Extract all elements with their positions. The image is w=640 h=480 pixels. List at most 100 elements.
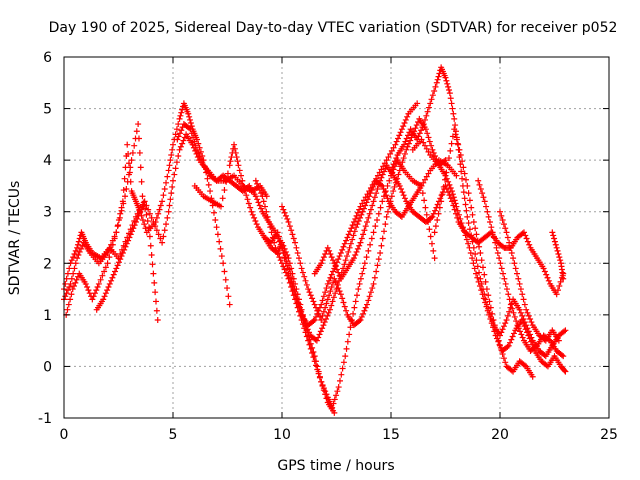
- data-point: [512, 265, 519, 272]
- data-point: [443, 77, 450, 84]
- data-point: [490, 317, 497, 324]
- data-point: [544, 274, 551, 281]
- data-point: [168, 151, 175, 158]
- data-point: [163, 179, 170, 186]
- data-point: [285, 262, 292, 269]
- data-point: [401, 195, 408, 202]
- data-point: [74, 255, 81, 262]
- y-tick-label: 5: [43, 102, 52, 118]
- data-point: [447, 95, 454, 102]
- data-point: [330, 268, 337, 275]
- data-point: [122, 243, 129, 250]
- data-point: [476, 282, 483, 289]
- data-point: [550, 232, 557, 239]
- data-point: [442, 74, 449, 81]
- data-point: [407, 137, 414, 144]
- data-point: [166, 162, 173, 169]
- data-point: [195, 149, 202, 156]
- data-point: [311, 358, 318, 365]
- data-point: [172, 165, 179, 172]
- data-point: [358, 211, 365, 218]
- data-point: [115, 259, 122, 266]
- data-point: [500, 221, 507, 228]
- data-point: [554, 247, 561, 254]
- data-point: [187, 120, 194, 127]
- data-point: [482, 278, 489, 285]
- data-point: [390, 161, 397, 168]
- data-point: [476, 269, 483, 276]
- data-point: [258, 190, 265, 197]
- data-point: [109, 241, 116, 248]
- data-point: [324, 280, 331, 287]
- data-point: [333, 266, 340, 273]
- data-point: [354, 221, 361, 228]
- data-point: [232, 149, 239, 156]
- data-point: [477, 275, 484, 282]
- data-point: [226, 162, 233, 169]
- data-point: [350, 219, 357, 226]
- data-point: [354, 209, 361, 216]
- data-point: [191, 138, 198, 145]
- data-point: [377, 249, 384, 256]
- data-point: [316, 331, 323, 338]
- data-point: [527, 338, 534, 345]
- data-point: [139, 203, 146, 210]
- data-point: [435, 210, 442, 217]
- data-point: [286, 223, 293, 230]
- x-tick-label: 0: [60, 427, 69, 443]
- data-point: [323, 300, 330, 307]
- data-point: [556, 254, 563, 261]
- data-point: [129, 149, 136, 156]
- data-point: [515, 275, 522, 282]
- data-point: [286, 279, 293, 286]
- data-point: [316, 313, 323, 320]
- data-point: [122, 193, 129, 200]
- data-point: [378, 242, 385, 249]
- data-point: [148, 252, 155, 259]
- data-point: [94, 284, 101, 291]
- data-point: [111, 235, 118, 242]
- data-point: [350, 310, 357, 317]
- data-point: [452, 210, 459, 217]
- data-point: [391, 183, 398, 190]
- data-point: [337, 249, 344, 256]
- data-point: [442, 157, 449, 164]
- data-point: [253, 221, 260, 228]
- data-point: [492, 239, 499, 246]
- series-track-10: [431, 126, 536, 380]
- data-point: [560, 353, 567, 360]
- data-point: [382, 165, 389, 172]
- data-point: [457, 215, 464, 222]
- data-point: [488, 224, 495, 231]
- data-point: [451, 197, 458, 204]
- data-point: [76, 248, 83, 255]
- data-point: [393, 155, 400, 162]
- data-point: [388, 167, 394, 174]
- data-point: [66, 284, 73, 291]
- data-point: [363, 254, 370, 261]
- data-point: [146, 224, 153, 231]
- data-point: [320, 387, 327, 394]
- data-point: [311, 301, 318, 308]
- data-point: [353, 224, 360, 231]
- data-point: [165, 167, 172, 174]
- data-point: [345, 248, 352, 255]
- data-point: [378, 174, 385, 181]
- data-point: [289, 231, 296, 238]
- data-point: [351, 228, 358, 235]
- x-tick-label: 25: [600, 427, 618, 443]
- data-point: [269, 234, 276, 241]
- series-track-6: [279, 115, 449, 329]
- data-point: [432, 223, 439, 230]
- data-point: [510, 255, 517, 262]
- data-point: [71, 282, 78, 289]
- data-point: [372, 223, 379, 230]
- data-point: [400, 123, 407, 130]
- data-point: [432, 207, 439, 214]
- data-point: [132, 219, 139, 226]
- data-point: [275, 233, 282, 240]
- data-point: [452, 200, 459, 207]
- data-point: [284, 215, 291, 222]
- data-point: [346, 244, 353, 251]
- data-point: [358, 313, 365, 320]
